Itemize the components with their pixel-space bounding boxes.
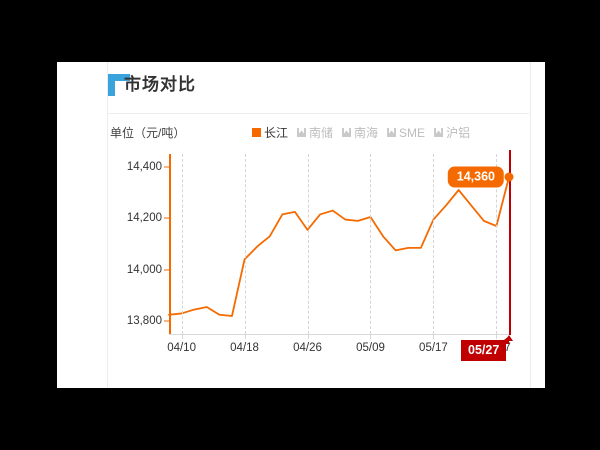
corner-bracket-icon bbox=[108, 74, 130, 96]
gridline-vertical bbox=[433, 154, 435, 334]
y-axis-tick-label: 14,200 bbox=[126, 212, 162, 225]
unit-label: 单位（元/吨） bbox=[110, 126, 186, 140]
legend-item-label: 南储 bbox=[309, 126, 334, 140]
y-axis-tick-mark bbox=[164, 320, 169, 322]
legend-item-label: 长江 bbox=[264, 126, 289, 140]
gridline-vertical bbox=[244, 154, 246, 334]
page-card bbox=[57, 62, 545, 388]
layout-rule-left bbox=[107, 62, 108, 388]
date-tooltip: 05/27 bbox=[461, 340, 507, 361]
legend-item-label: SME bbox=[399, 125, 426, 140]
gridline-vertical bbox=[181, 154, 183, 334]
header-divider bbox=[108, 113, 529, 114]
notched-swatch-icon bbox=[297, 128, 307, 137]
y-axis-tick-label: 13,800 bbox=[126, 315, 162, 328]
x-axis-tick-label: 04/26 bbox=[293, 342, 322, 354]
x-axis-tick-mark bbox=[433, 334, 435, 339]
series-line-changjiang bbox=[168, 176, 510, 317]
x-axis-tick-mark bbox=[181, 334, 183, 339]
notched-swatch-icon bbox=[387, 128, 397, 137]
gridline-vertical bbox=[307, 154, 309, 334]
y-axis-tick-mark bbox=[164, 166, 169, 168]
legend-item-label: 沪铝 bbox=[446, 126, 471, 140]
x-axis-tick-mark bbox=[496, 334, 498, 339]
legend-item-3[interactable]: 南海 bbox=[342, 124, 378, 141]
x-axis-tick-mark bbox=[307, 334, 309, 339]
legend-item-2[interactable]: 南储 bbox=[297, 124, 333, 141]
x-axis-line bbox=[169, 334, 509, 335]
chart-plot-area[interactable]: 13,800 14,000 14,200 14,400 04/10 04/18 04/26 0… bbox=[127, 150, 514, 361]
x-axis-tick-mark bbox=[244, 334, 246, 339]
chart-legend: 长江 南储 南海 SME 沪铝 bbox=[252, 124, 470, 141]
y-axis-tick-label: 14,000 bbox=[126, 263, 162, 276]
x-axis-tick-label: 05/09 bbox=[356, 342, 385, 354]
square-swatch-icon bbox=[252, 128, 261, 137]
y-axis-tick-mark bbox=[164, 217, 169, 219]
notched-swatch-icon bbox=[342, 128, 352, 137]
x-axis-tick-label: 05/17 bbox=[419, 342, 448, 354]
data-point-marker[interactable] bbox=[504, 172, 514, 182]
gridline-vertical bbox=[370, 154, 372, 334]
legend-item-label: 南海 bbox=[354, 126, 379, 140]
value-tooltip: 14,360 bbox=[447, 166, 504, 188]
legend-item-1[interactable]: 长江 bbox=[252, 124, 288, 141]
legend-item-4[interactable]: SME bbox=[387, 126, 425, 140]
notched-swatch-icon bbox=[434, 128, 444, 137]
y-axis-tick-mark bbox=[164, 269, 169, 271]
date-tooltip-notch bbox=[499, 336, 509, 344]
y-axis-line bbox=[169, 154, 171, 334]
legend-item-5[interactable]: 沪铝 bbox=[434, 124, 470, 141]
y-axis-tick-label: 14,400 bbox=[126, 160, 162, 173]
gridline-vertical bbox=[496, 154, 498, 334]
crosshair-line bbox=[509, 150, 511, 335]
x-axis-tick-mark bbox=[370, 334, 372, 339]
page-title: 市场对比 bbox=[124, 75, 196, 94]
layout-rule-right bbox=[530, 62, 531, 388]
x-axis-tick-label: 04/18 bbox=[230, 342, 259, 354]
x-axis-tick-label: 04/10 bbox=[167, 342, 196, 354]
panel-header: 市场对比 bbox=[108, 72, 530, 110]
axis-caret-icon bbox=[505, 335, 513, 341]
